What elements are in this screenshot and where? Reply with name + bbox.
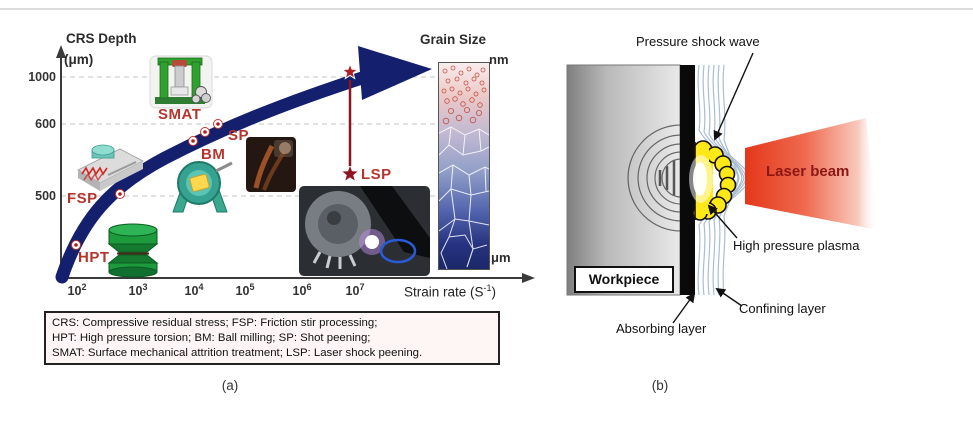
x-axis: [60, 273, 535, 283]
hpt-illustration: [107, 223, 159, 278]
y-axis: [56, 45, 66, 279]
smat-illustration: [149, 55, 213, 109]
absorbing-layer-label: Absorbing layer: [616, 321, 707, 336]
legend-line-2: HPT: High pressure torsion; BM: Ball mil…: [52, 331, 371, 344]
label-hpt: HPT: [78, 249, 110, 266]
workpiece-block: [566, 64, 681, 296]
caption-a: (a): [221, 378, 239, 393]
pressure-shock-wave-label: Pressure shock wave: [636, 34, 760, 49]
lsp-star-marker: [341, 62, 359, 181]
x-tick-1e4: 104: [184, 282, 204, 299]
bm-illustration: [172, 161, 233, 213]
absorbing-layer-bar: [680, 65, 695, 295]
shock-wave-arcs: [627, 124, 682, 232]
grain-size-bar: [438, 62, 490, 270]
label-sp: SP: [228, 127, 250, 144]
label-smat: SMAT: [158, 106, 202, 123]
panel-a-canvas: [55, 45, 535, 284]
label-bm: BM: [201, 146, 226, 163]
separator-line: [0, 8, 973, 10]
y-tick-600: 600: [35, 117, 56, 131]
grain-size-bottom-unit: μm: [491, 250, 511, 265]
x-tick-1e2: 102: [67, 282, 87, 299]
plasma-blob: [689, 140, 737, 221]
fsp-illustration: [77, 144, 144, 191]
laser-beam-shape: [745, 118, 878, 230]
abbreviation-legend: CRS: Compressive residual stress; FSP: F…: [44, 311, 500, 366]
x-tick-1e5: 105: [235, 282, 255, 299]
workpiece-label: Workpiece: [574, 266, 674, 293]
panel-b-canvas: [566, 52, 878, 324]
data-point-markers: [71, 119, 223, 250]
trend-arrow: [55, 46, 432, 284]
y-tick-1000: 1000: [28, 70, 56, 84]
label-lsp: LSP: [361, 166, 392, 183]
sp-photo-illustration: [246, 137, 296, 192]
y-tick-500: 500: [35, 189, 56, 203]
grain-size-title: Grain Size: [420, 32, 487, 47]
caption-b: (b): [651, 378, 669, 393]
label-fsp: FSP: [67, 190, 98, 207]
x-axis-title: Strain rate (S-1): [404, 283, 497, 300]
legend-line-3: SMAT: Surface mechanical attrition treat…: [52, 346, 423, 359]
high-pressure-plasma-label: High pressure plasma: [733, 238, 860, 253]
laser-beam-label: Laser beam: [766, 163, 850, 180]
y-axis-title: CRS Depth: [66, 31, 137, 46]
x-tick-1e7: 107: [345, 282, 365, 299]
annotation-arrows: [672, 52, 754, 324]
lsp-photo-illustration: [299, 186, 430, 276]
y-axis-unit: (μm): [64, 52, 94, 67]
grain-boundaries: [439, 65, 489, 269]
x-tick-1e3: 103: [128, 282, 148, 299]
grain-size-top-unit: nm: [489, 52, 509, 67]
legend-line-1: CRS: Compressive residual stress; FSP: F…: [52, 317, 378, 329]
x-tick-1e6: 106: [292, 282, 312, 299]
confining-layer-label: Confining layer: [739, 301, 826, 316]
